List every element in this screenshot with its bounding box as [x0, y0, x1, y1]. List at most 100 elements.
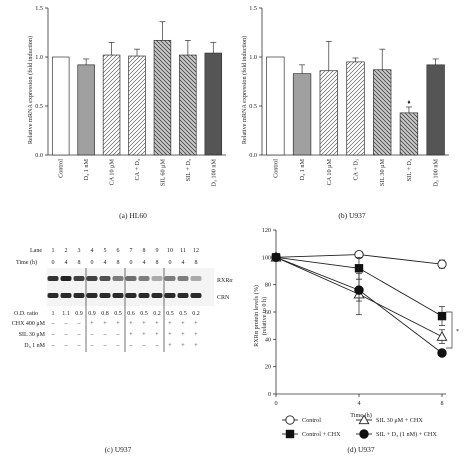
treatment-mark: – — [155, 343, 160, 349]
legend-marker — [358, 414, 370, 425]
b-category-label: D₃ 1 nM — [299, 159, 306, 181]
b-bar — [426, 64, 445, 156]
treatment-mark: – — [103, 343, 108, 349]
treatment-mark: – — [64, 332, 69, 338]
treatment-mark: + — [155, 321, 159, 327]
b-category-label: SIL 30 μM — [379, 159, 386, 187]
bracket-line — [446, 311, 453, 349]
treatment-mark: – — [77, 332, 82, 338]
panel-d-ytick-label: 20 — [265, 364, 271, 371]
panel-a: Relative mRNA expression (fold induction… — [27, 5, 226, 220]
treatment-label: D₃ 1 nM — [24, 343, 45, 349]
rxra-band — [60, 276, 72, 281]
treatment-mark: + — [129, 332, 133, 338]
b-category-label: D₃ 100 nM — [433, 159, 440, 187]
b-bar — [292, 73, 312, 156]
treatment-mark: + — [194, 343, 198, 349]
lane-number: 1 — [52, 248, 55, 254]
od-ratio-value: 1.1 — [62, 311, 70, 317]
panel-a-bars — [51, 21, 223, 156]
blot-frame — [47, 268, 214, 352]
od-ratio-value: 0.8 — [101, 311, 109, 317]
rxra-band — [190, 276, 202, 281]
time-point: 0 — [52, 260, 55, 266]
panel-b-yticks: 0.0 0.5 1.0 1.5 — [249, 5, 262, 159]
panel-d-xlabel: Time (h) — [350, 412, 372, 419]
series-point — [271, 252, 281, 263]
significance-star: * — [456, 328, 459, 335]
a-category-label: CA + D₃ — [134, 159, 141, 180]
od-ratio-value: 0.2 — [153, 311, 161, 317]
b-category-label: Control — [272, 159, 279, 178]
panel-d-ylabel-2: (relative to 0 h) — [261, 297, 268, 335]
series-point — [354, 264, 364, 273]
rxra-band — [112, 276, 124, 281]
panel-d-xtick-label: 0 — [274, 400, 277, 407]
treatment-mark: – — [142, 343, 147, 349]
legend-marker — [285, 415, 295, 425]
treatment-mark: – — [51, 332, 56, 338]
b-category-label: CA 10 μM — [326, 159, 333, 186]
legend-label: SIL + D₃ (1 nM) + CHX — [376, 431, 437, 438]
panel-d-ytick-label: 0 — [268, 391, 271, 398]
crn-band — [60, 293, 72, 298]
panel-b-xlabels: Control D₃ 1 nM CA 10 μM CA + D₃ SIL 30 μM SI… — [272, 159, 439, 187]
legend-label: Control — [302, 417, 321, 424]
treatment-mark: + — [181, 343, 185, 349]
lane-number: 6 — [117, 248, 120, 254]
treatment-mark: – — [64, 343, 69, 349]
a-category-label: D₃ 100 nM — [210, 159, 217, 187]
crn-band — [47, 293, 59, 298]
treatment-mark: – — [90, 343, 95, 349]
treatment-mark: – — [103, 332, 108, 338]
a-ytick-label: 0.5 — [35, 103, 43, 110]
panel-a-xlabels: Control D₃ 1 nM CA 10 μM CA + D₃ SIL 60 μM SI… — [58, 159, 218, 187]
panel-d-legend: Control Control + CHX SIL 30 μM + CHX SIL +… — [282, 414, 437, 439]
a-bar — [204, 52, 223, 156]
panel-b-bars — [266, 40, 445, 156]
od-ratio-value: 0.9 — [75, 311, 83, 317]
b-bar — [373, 69, 392, 156]
a-category-label: SIL 60 μM — [159, 159, 166, 187]
a-ytick-label: 0.0 — [35, 152, 43, 159]
panel-d: RXRα protein levels (%) (relative to 0 h… — [253, 227, 459, 454]
crn-band — [151, 293, 163, 298]
od-ratio-value: 0.2 — [192, 311, 200, 317]
treatment-mark: – — [64, 321, 69, 327]
od-ratio-value: 0.5 — [179, 311, 187, 317]
crn-band — [112, 293, 124, 298]
time-point: 4 — [65, 260, 68, 266]
rxra-band — [99, 276, 111, 281]
series-point — [437, 259, 447, 269]
b-category-label: SIL + D₃ — [406, 159, 413, 181]
b-bar — [266, 56, 285, 156]
legend-marker — [359, 429, 369, 439]
a-category-label: D₃ 1 nM — [83, 159, 90, 181]
od-ratio-values: 1 1.1 0.9 0.9 0.8 0.5 0.6 0.5 0.2 0.5 0.5 0.2 — [52, 311, 200, 317]
treatment-mark: + — [194, 321, 198, 327]
time-point: 4 — [143, 260, 146, 266]
time-point: 8 — [195, 260, 198, 266]
crn-band — [99, 293, 111, 298]
panel-d-xticks: 0 4 8 — [274, 394, 444, 407]
od-ratio-value: 0.5 — [166, 311, 174, 317]
treatment-mark: – — [77, 343, 82, 349]
od-ratio-value: 1 — [52, 311, 55, 317]
od-ratio-value: 0.6 — [127, 311, 135, 317]
time-points: 0 4 8 0 4 8 0 4 8 0 4 8 — [52, 260, 198, 266]
time-point: 0 — [130, 260, 133, 266]
panel-d-caption: (d) U937 — [347, 445, 375, 454]
lane-number: 2 — [65, 248, 68, 254]
a-ytick-label: 1.5 — [35, 5, 43, 12]
panel-d-ytick-label: 60 — [265, 309, 271, 316]
panel-d-ytick-label: 80 — [265, 282, 271, 289]
time-point: 4 — [104, 260, 107, 266]
time-label: Time (h) — [16, 259, 37, 266]
crn-band — [86, 293, 98, 298]
b-ytick-label: 1.0 — [249, 54, 257, 61]
band-label-rxra: RXRα — [217, 278, 233, 284]
a-bar — [179, 54, 197, 156]
treatment-mark: – — [116, 332, 121, 338]
